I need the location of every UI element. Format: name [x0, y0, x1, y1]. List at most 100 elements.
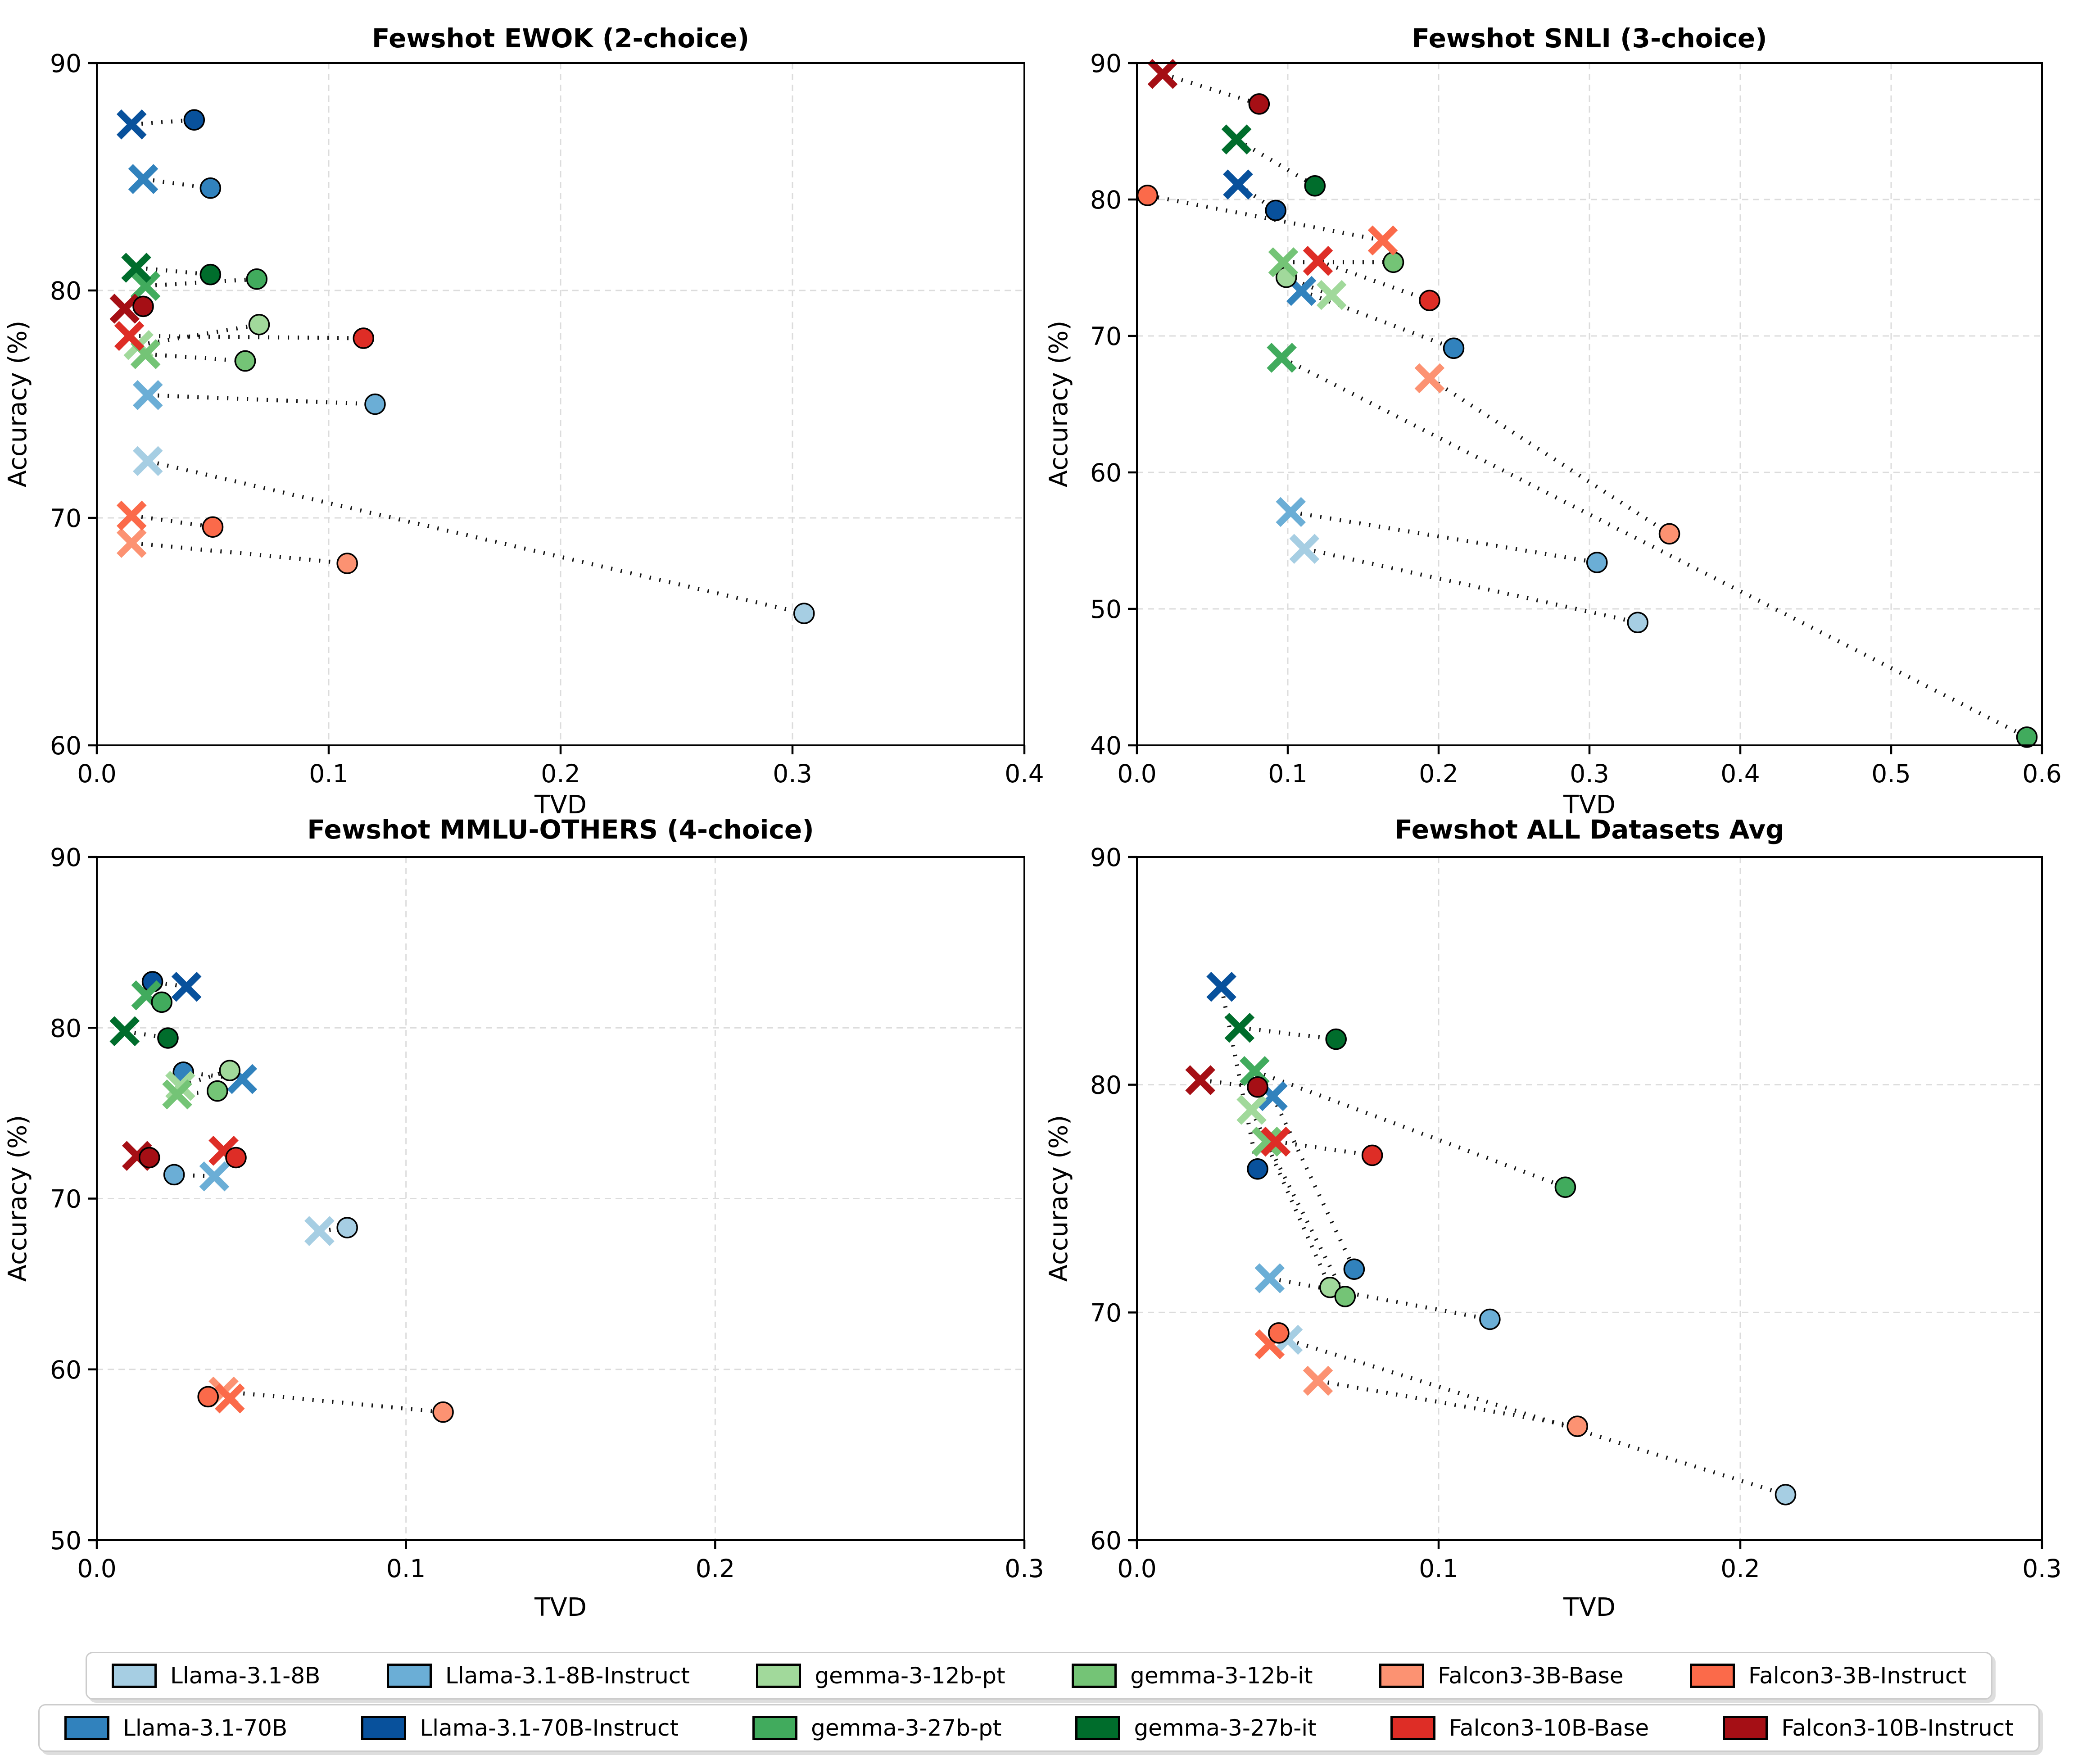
x-marker-gemma-3-12b-it — [1251, 1126, 1282, 1157]
y-axis-label-mmlu-others: Accuracy (%) — [3, 1115, 32, 1282]
circle-marker-llama-3-1-8b-instruct — [1479, 1308, 1501, 1330]
pair-line-llama-3-1-70b — [1271, 1095, 1356, 1270]
circle-marker-falcon3-10b-base — [1361, 1144, 1383, 1166]
y-tick-label: 90 — [1090, 843, 1122, 872]
x-marker-gemma-3-27b-it — [121, 253, 151, 283]
circle-marker-falcon3-10b-base — [1419, 290, 1440, 311]
x-tick-label: 0.3 — [1570, 759, 1609, 788]
y-tick-label: 60 — [1090, 458, 1122, 487]
x-tick-label: 0.3 — [2022, 1554, 2061, 1583]
y-tick-label: 90 — [50, 49, 81, 78]
x-tick-label: 0.1 — [309, 759, 348, 788]
x-tick-label: 0.0 — [1117, 759, 1156, 788]
x-tick-label: 0.4 — [1720, 759, 1760, 788]
x-tick-label: 0.1 — [1268, 759, 1307, 788]
circle-marker-falcon3-10b-instruct — [132, 295, 154, 317]
x-marker-falcon3-3b-base — [1303, 1365, 1333, 1396]
circle-marker-llama-3-1-8b — [1627, 612, 1648, 634]
legend: Llama-3.1-8B Llama-3.1-8B-Instruct gemma-3… — [0, 1652, 2078, 1752]
legend-item-llama-3-1-70b: Llama-3.1-70B — [64, 1715, 287, 1741]
circle-marker-falcon3-10b-instruct — [1248, 93, 1270, 115]
legend-swatch-llama-3-1-70b — [64, 1716, 109, 1740]
circle-marker-gemma-3-12b-pt — [248, 314, 270, 336]
x-marker-gemma-3-27b-it — [109, 1016, 140, 1047]
legend-label: gemma-3-12b-pt — [815, 1663, 1005, 1689]
x-marker-gemma-3-12b-pt — [165, 1070, 195, 1101]
pair-line-falcon3-3b-instruct — [1147, 193, 1383, 243]
legend-item-llama-3-1-8b: Llama-3.1-8B — [112, 1663, 320, 1689]
circle-marker-llama-3-1-70b-instruct — [183, 109, 205, 131]
subplot-snli: 0.0 0.1 0.2 0.3 0.4 0.5 0.6 40 50 60 70 80 90 — [1090, 49, 2062, 788]
y-tick-label: 80 — [1090, 1071, 1122, 1100]
x-marker-llama-3-1-8b-instruct — [1254, 1263, 1285, 1293]
x-tick-label: 0.4 — [1005, 759, 1044, 788]
y-tick-label: 90 — [1090, 49, 1122, 78]
x-tick-label: 0.6 — [2022, 759, 2061, 788]
x-axis-label-all-datasets-avg: TVD — [1563, 1593, 1616, 1622]
x-axis-label-mmlu-others: TVD — [534, 1593, 587, 1622]
circle-marker-llama-3-1-70b-instruct — [1265, 200, 1286, 221]
circle-marker-gemma-3-27b-pt — [246, 268, 268, 290]
x-marker-gemma-3-27b-it — [1221, 124, 1252, 154]
pair-line-gemma-3-27b-pt — [1281, 356, 2028, 739]
circle-marker-llama-3-1-8b-instruct — [1586, 552, 1608, 573]
legend-label: Llama-3.1-70B — [123, 1715, 288, 1741]
legend-item-falcon3-10b-instruct: Falcon3-10B-Instruct — [1723, 1715, 2014, 1741]
x-marker-llama-3-1-8b — [1289, 534, 1320, 564]
x-marker-llama-3-1-70b — [128, 164, 158, 194]
subplot-mmlu-others: 0.0 0.1 0.2 0.3 50 60 70 80 90 — [50, 843, 1044, 1583]
plot-title-ewok: Fewshot EWOK (2-choice) — [372, 23, 749, 54]
x-tick-label: 0.2 — [696, 1554, 735, 1583]
circle-marker-gemma-3-27b-it — [199, 263, 222, 286]
plot-title-mmlu-others: Fewshot MMLU-OTHERS (4-choice) — [307, 814, 814, 845]
y-tick-label: 90 — [50, 843, 81, 872]
x-marker-falcon3-3b-base — [116, 528, 147, 558]
y-axis-label-all-datasets-avg: Accuracy (%) — [1044, 1115, 1073, 1282]
y-tick-label: 70 — [50, 1185, 81, 1214]
x-marker-falcon3-10b-instruct — [1147, 59, 1178, 89]
y-tick-label: 60 — [50, 731, 81, 760]
legend-label: gemma-3-27b-it — [1134, 1715, 1317, 1741]
y-tick-label: 80 — [50, 1014, 81, 1043]
circle-marker-falcon3-3b-instruct — [1136, 185, 1159, 206]
x-marker-llama-3-1-8b — [132, 446, 163, 476]
x-marker-gemma-3-27b-pt — [1267, 343, 1297, 373]
x-tick-label: 0.2 — [1720, 1554, 1760, 1583]
plot-title-all-datasets-avg: Fewshot ALL Datasets Avg — [1394, 814, 1784, 845]
circle-marker-gemma-3-12b-it — [1334, 1286, 1356, 1307]
legend-swatch-falcon3-10b-instruct — [1723, 1716, 1768, 1740]
legend-swatch-falcon3-3b-instruct — [1690, 1664, 1735, 1688]
pair-line-llama-3-1-8b — [147, 459, 805, 616]
x-marker-falcon3-10b-instruct — [1185, 1065, 1216, 1095]
y-tick-label: 70 — [1090, 322, 1122, 351]
pair-line-llama-3-1-70b-instruct — [131, 118, 195, 127]
legend-label: Falcon3-10B-Base — [1449, 1715, 1649, 1741]
x-marker-falcon3-10b-base — [114, 321, 145, 351]
circle-marker-gemma-3-12b-pt — [219, 1060, 241, 1081]
subplot-all-datasets-avg: 0.0 0.1 0.2 0.3 60 70 80 90 — [1090, 843, 2062, 1583]
x-marker-gemma-3-12b-it — [1268, 247, 1299, 277]
circle-marker-falcon3-10b-instruct — [138, 1147, 160, 1169]
x-marker-llama-3-1-70b-instruct — [171, 971, 202, 1002]
pair-line-llama-3-1-8b-instruct — [148, 393, 376, 406]
x-marker-falcon3-10b-instruct — [109, 294, 140, 324]
pair-line-falcon3-10b-instruct — [1162, 72, 1260, 106]
circle-marker-gemma-3-27b-it — [1325, 1028, 1347, 1050]
x-tick-label: 0.5 — [1871, 759, 1910, 788]
circle-marker-llama-3-1-8b — [336, 1217, 358, 1238]
y-tick-label: 80 — [50, 277, 81, 305]
x-marker-llama-3-1-70b-instruct — [116, 109, 147, 140]
plot-border — [96, 856, 1025, 1541]
x-marker-llama-3-1-8b-instruct — [132, 380, 163, 410]
circle-marker-llama-3-1-70b — [199, 177, 222, 199]
legend-label: gemma-3-12b-it — [1130, 1663, 1313, 1689]
x-marker-llama-3-1-8b-instruct — [199, 1161, 230, 1192]
pair-line-falcon3-3b-base — [131, 541, 348, 566]
x-marker-falcon3-10b-base — [1303, 246, 1333, 276]
legend-label: Falcon3-10B-Instruct — [1781, 1715, 2014, 1741]
x-marker-falcon3-3b-instruct — [214, 1383, 245, 1414]
x-tick-label: 0.0 — [77, 759, 116, 788]
x-marker-gemma-3-12b-pt — [1236, 1094, 1267, 1125]
pair-line-gemma-3-12b-it — [177, 1089, 218, 1097]
y-tick-label: 60 — [50, 1356, 81, 1384]
